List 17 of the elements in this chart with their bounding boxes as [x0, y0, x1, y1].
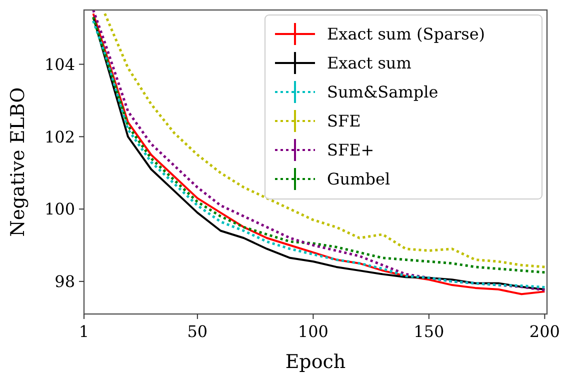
legend-label: Sum&Sample — [327, 82, 438, 102]
y-tick-label: 102 — [44, 127, 75, 146]
legend-label: Gumbel — [327, 170, 390, 189]
y-tick-label: 98 — [54, 272, 75, 292]
x-tick-label: 100 — [298, 322, 328, 341]
y-axis-title: Negative ELBO — [7, 87, 29, 237]
legend-label: SFE+ — [327, 140, 374, 160]
legend-label: Exact sum — [327, 54, 412, 73]
y-tick-label: 104 — [44, 54, 75, 74]
x-axis-title: Epoch — [285, 351, 346, 373]
y-tick-label: 100 — [44, 200, 75, 219]
x-tick-label: 50 — [187, 322, 208, 341]
x-tick-label: 200 — [529, 322, 560, 341]
x-tick-label: 150 — [414, 322, 444, 341]
legend-label: SFE — [327, 112, 361, 131]
x-tick-label: 1 — [78, 322, 90, 341]
legend-label: Exact sum (Sparse) — [327, 24, 486, 44]
